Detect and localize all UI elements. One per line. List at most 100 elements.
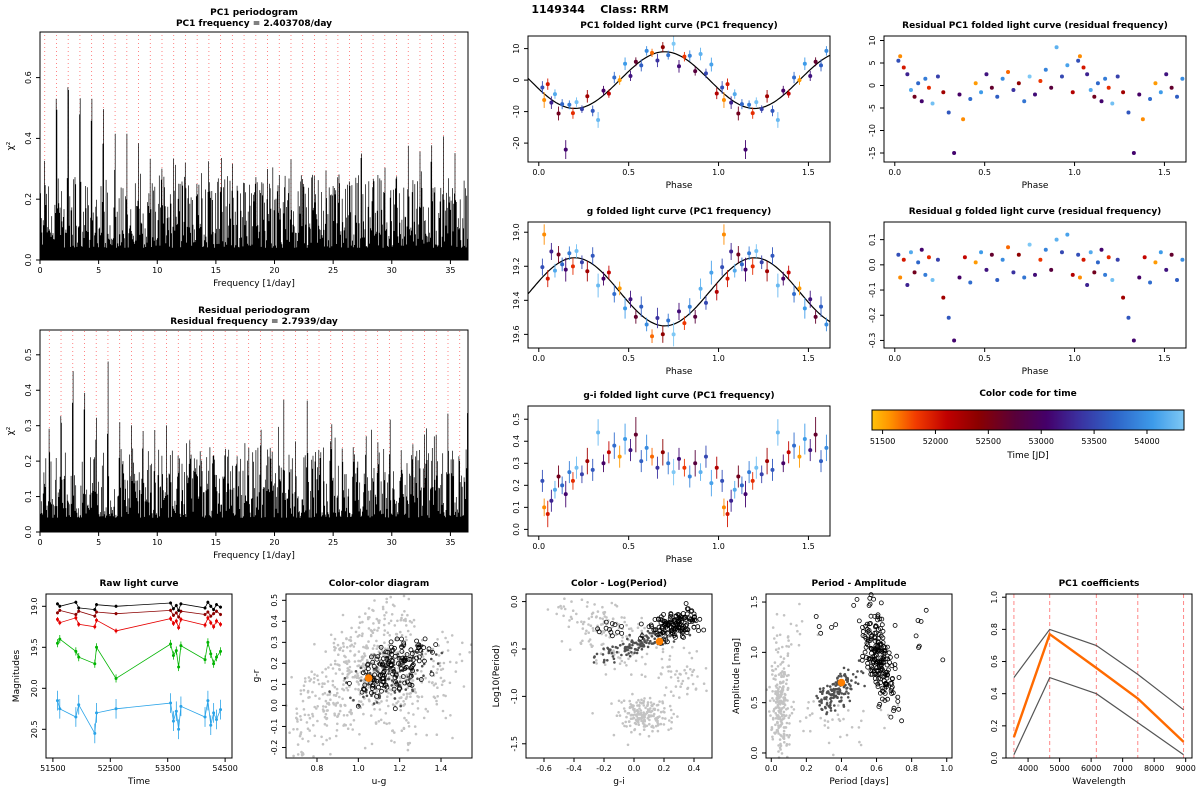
data-point (179, 704, 183, 708)
data-point (1065, 232, 1070, 237)
population-point (781, 702, 785, 706)
population-point (400, 613, 404, 617)
population-point (378, 619, 381, 622)
population-point (400, 616, 403, 620)
data-point (1033, 272, 1037, 277)
population-point (406, 675, 409, 679)
population-point (615, 714, 619, 717)
population-point (568, 619, 571, 622)
population-point (652, 712, 656, 716)
data-point (743, 492, 748, 497)
y-tick-label: -20 (512, 137, 521, 150)
population-point (362, 712, 365, 716)
population-point (377, 720, 381, 723)
population-point (774, 648, 778, 651)
population-point (409, 633, 412, 636)
population-point (641, 701, 644, 705)
population-point (677, 679, 680, 683)
population-point (444, 694, 447, 698)
population-point (788, 722, 791, 725)
residual-g-folded-chart: 0.0 0.5 1.0 1.5-0.3-0.2-0.10.00.1PhaseResid… (868, 207, 1187, 377)
x-tick-label: 30 (387, 266, 397, 275)
population-point (796, 629, 799, 633)
population-point (442, 661, 446, 665)
sample-point (399, 644, 404, 650)
data-point (601, 88, 606, 93)
population-point (787, 716, 791, 720)
sample-point (380, 670, 386, 676)
population-point (352, 719, 356, 722)
sample-point (887, 660, 892, 665)
sample-point (865, 636, 871, 642)
population-point (627, 652, 630, 655)
data-point (671, 470, 676, 475)
population-point (306, 689, 310, 693)
sample-point (368, 690, 374, 696)
sample-point (638, 621, 644, 627)
y-tick-label: -1.0 (510, 689, 519, 705)
population-point (768, 699, 772, 703)
data-point (896, 58, 901, 63)
data-point (171, 654, 175, 657)
population-point (570, 617, 574, 620)
population-point (357, 676, 361, 680)
population-point (800, 620, 804, 623)
data-point (919, 247, 924, 252)
data-point (1081, 257, 1086, 262)
population-point (661, 716, 664, 720)
data-point (556, 252, 561, 257)
sample-point (416, 644, 422, 650)
population-point (454, 670, 458, 673)
data-point (703, 71, 708, 76)
population-point (420, 664, 424, 668)
population-point (769, 714, 772, 717)
data-point (612, 443, 617, 448)
population-point (557, 605, 560, 609)
population-point (303, 713, 307, 717)
data-point (206, 610, 210, 614)
population-point (774, 674, 777, 678)
sample-point (891, 708, 897, 714)
population-point (348, 685, 351, 688)
population-point (826, 726, 830, 729)
sample-point (369, 686, 375, 691)
population-point (460, 659, 464, 663)
population-point (376, 629, 379, 632)
population-point (670, 716, 673, 720)
data-point (754, 249, 759, 254)
data-point (946, 315, 951, 320)
population-point (301, 751, 305, 755)
y-tick-label: -0.2 (270, 740, 279, 756)
population-point (436, 668, 439, 671)
data-point (736, 252, 741, 257)
population-point (776, 700, 779, 703)
population-point (411, 688, 414, 691)
population-point (378, 694, 382, 698)
data-point (58, 707, 62, 711)
sample-point (691, 624, 697, 630)
population-point (602, 647, 605, 650)
x-tick-label: 8000 (1144, 764, 1164, 773)
sample-point (402, 666, 408, 671)
population-point (771, 737, 775, 741)
population-point (690, 673, 694, 677)
x-axis-label: Phase (666, 555, 693, 565)
sample-point (668, 619, 674, 625)
data-point (206, 640, 210, 644)
population-point (831, 683, 835, 686)
sample-point (368, 654, 374, 660)
sample-point (655, 617, 661, 622)
population-point (376, 670, 380, 674)
population-point (774, 690, 777, 693)
population-point (372, 609, 375, 613)
population-point (774, 723, 777, 727)
population-point (313, 673, 316, 676)
data-point (905, 283, 910, 287)
population-point (408, 692, 411, 695)
sample-point (639, 633, 645, 639)
population-point (402, 693, 405, 696)
data-point (720, 85, 725, 90)
sample-point (421, 658, 427, 664)
population-point (634, 659, 638, 663)
population-point (406, 748, 410, 752)
